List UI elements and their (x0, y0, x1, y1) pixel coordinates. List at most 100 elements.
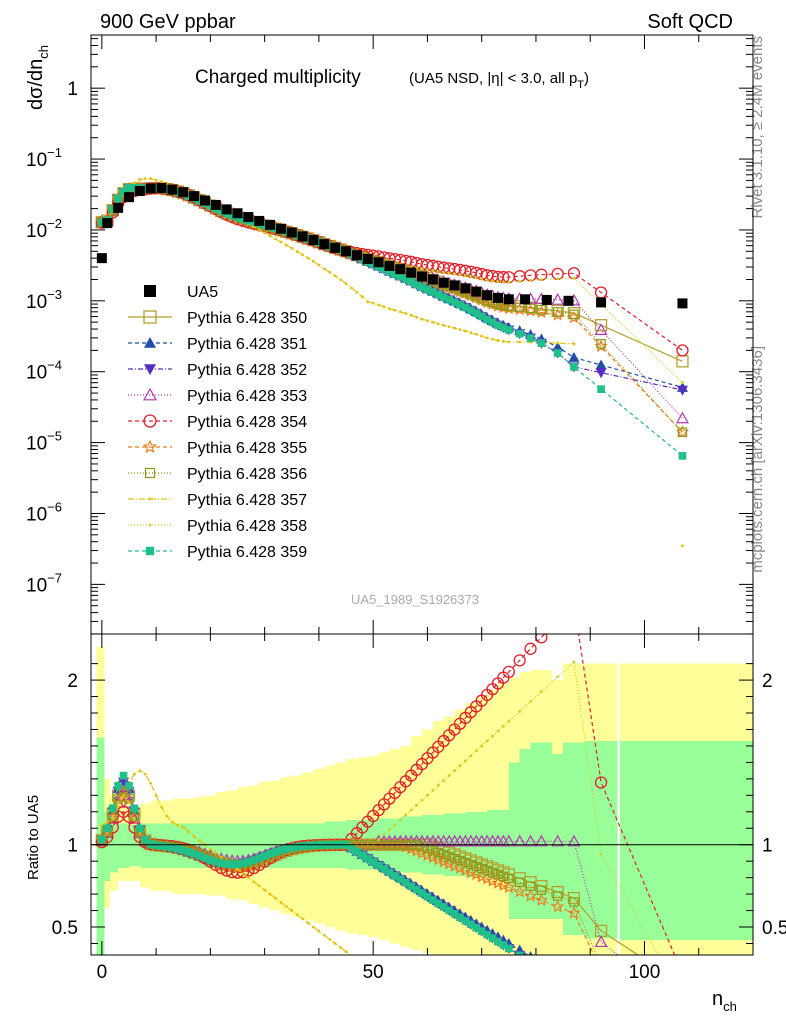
ratio-point-8 (295, 913, 299, 917)
series-point-10 (125, 183, 133, 192)
ratio-point-8 (681, 1008, 684, 1011)
series-point-10 (249, 218, 258, 226)
series-point-8 (371, 301, 375, 305)
ratio-point-8 (246, 876, 250, 880)
ratio-band-inner-41 (530, 742, 542, 919)
ratio-point-10 (597, 996, 605, 1004)
y-axis-label: dσ/dnch (25, 45, 51, 110)
series-point-9 (453, 272, 456, 276)
y-tick-label: 10−1 (26, 145, 62, 171)
series-point-10 (678, 452, 687, 460)
ratio-point-8 (290, 909, 294, 912)
series-point-1 (594, 319, 608, 332)
series-point-8 (485, 336, 489, 340)
data-point-ua5 (563, 295, 574, 306)
ratio-point-7 (487, 867, 498, 878)
ratio-point-10 (125, 782, 133, 790)
series-point-10 (412, 280, 421, 289)
series-point-9 (539, 278, 543, 281)
ratio-point-7 (504, 873, 514, 884)
data-point-ua5 (471, 286, 482, 297)
ratio-point-10 (461, 916, 470, 925)
ratio-point-9 (127, 801, 131, 805)
series-point-7 (569, 309, 579, 319)
series-point-8 (138, 178, 142, 181)
y-tick-label: 10−3 (26, 287, 62, 313)
ratio-point-10 (483, 930, 491, 939)
ratio-point-2 (568, 977, 579, 987)
ratio-point-10 (515, 951, 524, 955)
ratio-point-7 (493, 869, 503, 880)
series-point-7 (536, 304, 547, 315)
ratio-point-8 (426, 967, 429, 970)
data-point-ua5 (210, 199, 221, 210)
legend-label-4: Pythia 6.428 353 (187, 388, 307, 405)
series-point-10 (439, 293, 448, 302)
series-point-10 (537, 339, 546, 348)
series-point-10 (429, 288, 437, 296)
ratio-point-5 (594, 776, 608, 789)
data-point-ua5 (319, 239, 330, 250)
ratio-point-10 (271, 848, 280, 856)
ratio-point-9 (496, 729, 500, 733)
ratio-point-7 (444, 851, 454, 862)
series-point-8 (149, 177, 153, 181)
series-point-9 (442, 271, 446, 274)
ratio-point-4 (502, 834, 516, 847)
ratio-point-6 (491, 876, 505, 889)
series-point-8 (420, 317, 424, 321)
series-point-10 (380, 265, 388, 273)
ratio-point-2 (528, 951, 533, 955)
ratio-point-8 (252, 880, 256, 884)
ratio-point-10 (130, 804, 139, 813)
y-tick-label: 10−5 (26, 429, 62, 455)
ratio-point-10 (396, 875, 405, 884)
ratio-point-8 (306, 921, 310, 925)
ratio-point-9 (469, 754, 473, 758)
series-point-8 (333, 274, 337, 278)
ratio-point-8 (143, 772, 147, 776)
series-point-8 (306, 256, 310, 260)
ratio-band-inner-13 (226, 823, 238, 868)
series-point-9 (474, 276, 478, 280)
ratio-point-8 (165, 814, 169, 818)
ratio-point-10 (239, 859, 247, 868)
ratio-point-7 (678, 1003, 686, 1011)
ratio-band-inner-14 (237, 823, 249, 868)
data-point-ua5 (221, 204, 232, 215)
ratio-point-6 (677, 1001, 688, 1011)
series-point-7 (596, 339, 606, 349)
ratio-tick-label-left: 1 (67, 836, 78, 857)
ratio-point-7 (455, 855, 465, 866)
ratio-point-8 (333, 942, 337, 945)
ratio-point-7 (536, 885, 547, 895)
rivet-version-label: Rivet 3.1.10, ≥ 2.4M events (749, 36, 766, 219)
series-point-7 (525, 303, 536, 314)
series-point-5 (676, 344, 689, 357)
ratio-point-5 (513, 654, 526, 667)
ratio-point-9 (501, 724, 505, 728)
ratio-point-10 (504, 944, 513, 953)
ratio-point-8 (268, 892, 272, 896)
series-point-10 (385, 267, 394, 276)
ratio-point-5 (677, 968, 688, 979)
ratio-point-10 (201, 854, 209, 862)
ratio-point-10 (429, 896, 437, 904)
ratio-point-1 (535, 880, 548, 893)
ratio-point-10 (146, 840, 155, 848)
ratio-point-8 (486, 967, 489, 970)
ratio-point-9 (464, 759, 467, 763)
series-point-9 (409, 265, 413, 269)
series-point-8 (572, 342, 576, 346)
series-point-8 (312, 259, 315, 263)
ratio-point-8 (192, 834, 196, 838)
ratio-band-inner-10 (194, 823, 205, 868)
series-point-8 (453, 326, 456, 330)
header-category-label: Soft QCD (647, 11, 733, 33)
series-point-8 (480, 334, 484, 338)
series-point-10 (141, 184, 150, 193)
ratio-tick-label-left: 2 (67, 671, 78, 692)
ratio-point-10 (282, 844, 291, 853)
ratio-point-10 (141, 835, 150, 844)
series-point-9 (681, 381, 684, 385)
